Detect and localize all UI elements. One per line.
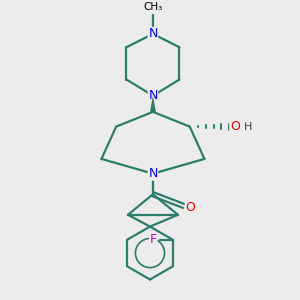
Text: H: H <box>244 122 253 132</box>
Text: O: O <box>185 201 195 214</box>
Text: N: N <box>148 167 158 180</box>
Text: N: N <box>148 89 158 102</box>
Text: F: F <box>150 233 157 246</box>
Polygon shape <box>150 96 156 112</box>
Text: CH₃: CH₃ <box>143 2 163 12</box>
Text: O: O <box>230 120 240 133</box>
Text: N: N <box>148 27 158 40</box>
